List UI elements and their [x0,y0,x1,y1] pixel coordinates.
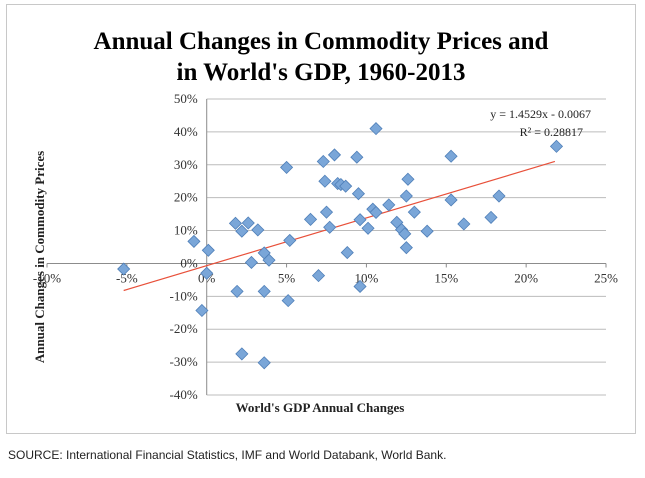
data-point [327,148,342,162]
data-point [382,198,396,212]
x-tick-label: -5% [116,270,138,285]
data-point [235,347,249,361]
source-note: SOURCE: International Financial Statisti… [8,448,447,462]
trendline [123,160,556,292]
data-point [244,255,258,270]
y-tick-label: 20% [174,190,198,205]
trendline-r-squared: R² = 0.28817 [520,125,583,139]
data-point [257,356,271,370]
chart-title-line-1: Annual Changes in Commodity Prices and [94,28,549,55]
data-point [323,220,337,234]
data-point [339,179,353,193]
y-tick-label: -30% [170,354,198,369]
data-point [369,205,383,220]
data-point [457,217,471,231]
data-point [361,221,375,235]
data-points [117,122,564,370]
data-point [318,174,332,188]
x-tick-label: 20% [514,270,538,285]
data-point [353,213,367,227]
data-point [283,233,297,247]
data-point [399,189,413,203]
axes [47,99,606,395]
data-point [241,216,255,230]
x-tick-labels: -10%-5%0%5%10%15%20%25% [33,263,618,285]
y-tick-label: -20% [170,321,198,336]
trendline-group [123,160,556,292]
data-point [228,216,243,230]
data-point [549,139,564,153]
data-point [444,149,458,163]
data-point [200,266,214,280]
data-point [401,172,415,186]
y-axis-title: Annual Changes in Commodity Prices [32,151,47,363]
data-point [319,205,334,219]
data-point [230,284,244,298]
data-point [117,262,131,276]
y-tick-label: 50% [174,91,198,106]
data-point [407,205,421,219]
x-tick-label: 25% [594,270,618,285]
data-point [281,294,295,308]
x-axis-title: World's GDP Annual Changes [236,400,405,415]
trendline-equation: y = 1.4529x - 0.0067 [490,107,591,121]
data-point [195,303,209,318]
data-point [316,154,330,169]
x-tick-label: -10% [33,270,61,285]
chart-frame: Annual Changes in Commodity Prices and i… [6,4,636,434]
data-point [350,150,364,164]
data-point [201,243,215,257]
data-point [340,246,354,260]
y-tick-label: 30% [174,157,198,172]
y-tick-label: 10% [174,223,198,238]
y-tick-label: 0% [180,255,198,270]
data-point [398,227,412,241]
scatter-chart: Annual Changes in Commodity Prices and i… [32,28,618,415]
data-point [492,189,506,203]
data-point [444,193,458,207]
y-tick-label: -40% [170,387,198,402]
data-point [353,279,367,294]
y-tick-label: 40% [174,124,198,139]
data-point [280,160,294,174]
y-tick-labels: 50% 40% 30% 20% 10% 0% -10% -20% -30% -40% [170,91,198,402]
data-point [311,269,326,283]
data-point [399,241,413,255]
data-point [251,223,265,237]
data-point [235,224,249,238]
x-tick-label: 15% [434,270,458,285]
y-tick-label: -10% [170,288,198,303]
data-point [420,224,434,238]
data-point [262,253,276,267]
data-point [369,122,383,136]
data-point [351,187,366,201]
data-point [257,284,271,298]
chart-title-line-2: in World's GDP, 1960-2013 [177,59,466,86]
data-point [303,212,318,226]
x-tick-label: 5% [278,270,296,285]
data-point [187,234,201,248]
data-point [484,210,498,224]
